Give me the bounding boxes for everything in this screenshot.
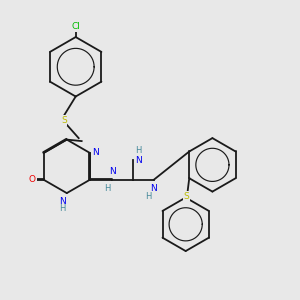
Text: H: H: [59, 204, 65, 213]
Text: O: O: [29, 175, 36, 184]
Text: H: H: [104, 184, 110, 193]
Text: N: N: [59, 197, 66, 206]
Text: N: N: [92, 148, 99, 158]
Text: N: N: [109, 167, 116, 176]
Text: N: N: [151, 184, 157, 193]
Text: S: S: [183, 192, 189, 201]
Text: N: N: [135, 156, 142, 165]
Text: H: H: [135, 146, 142, 155]
Text: Cl: Cl: [71, 22, 80, 31]
Text: H: H: [145, 192, 152, 201]
Text: S: S: [61, 116, 67, 125]
